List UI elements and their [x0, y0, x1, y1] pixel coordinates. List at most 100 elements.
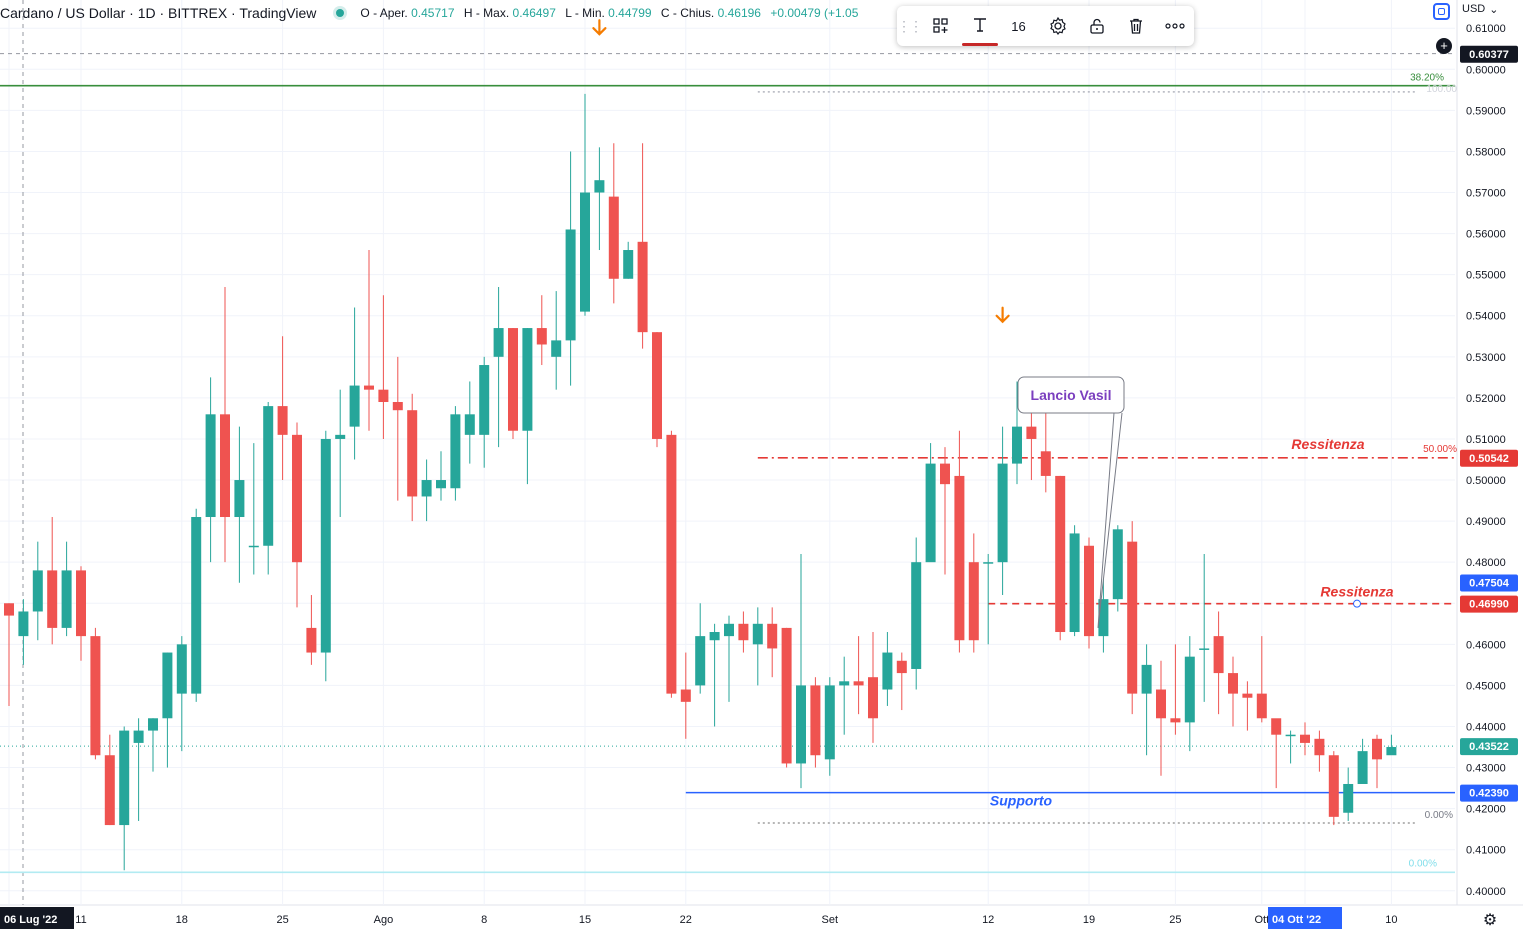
candle-body[interactable]: [695, 636, 706, 686]
gear-icon[interactable]: ⚙: [1482, 912, 1498, 929]
candle-body[interactable]: [1285, 734, 1296, 737]
candle-body[interactable]: [479, 365, 490, 435]
candle-body[interactable]: [335, 434, 346, 439]
candle-body[interactable]: [954, 475, 965, 641]
candle-body[interactable]: [1328, 755, 1339, 817]
candle-body[interactable]: [263, 406, 274, 546]
candle-body[interactable]: [781, 627, 792, 764]
candle-body[interactable]: [133, 730, 144, 743]
candle-body[interactable]: [320, 438, 331, 653]
candle-body[interactable]: [810, 685, 821, 756]
candle-body[interactable]: [868, 677, 878, 719]
candle-body[interactable]: [306, 627, 317, 653]
candle-body[interactable]: [666, 434, 677, 694]
candle-body[interactable]: [119, 730, 130, 826]
template-icon[interactable]: [921, 6, 960, 46]
candle-body[interactable]: [205, 414, 216, 518]
candle-body[interactable]: [47, 570, 58, 628]
candle-body[interactable]: [983, 562, 994, 564]
candle-body[interactable]: [1026, 426, 1037, 439]
lock-icon[interactable]: [1077, 6, 1116, 46]
candle-body[interactable]: [738, 623, 749, 641]
candle-body[interactable]: [911, 562, 922, 669]
candle-body[interactable]: [1242, 693, 1253, 698]
candle-body[interactable]: [824, 685, 835, 760]
candle-body[interactable]: [522, 328, 533, 431]
candle-body[interactable]: [407, 410, 418, 497]
candle-body[interactable]: [4, 603, 14, 616]
candle-body[interactable]: [1372, 738, 1382, 760]
grip-icon[interactable]: ⋮⋮: [897, 17, 923, 34]
candle-body[interactable]: [1012, 426, 1022, 464]
candle-body[interactable]: [1055, 475, 1066, 633]
candle-body[interactable]: [896, 660, 907, 674]
candle-body[interactable]: [1098, 599, 1109, 637]
candle-body[interactable]: [1314, 738, 1325, 756]
candle-body[interactable]: [378, 389, 389, 402]
candle-body[interactable]: [882, 652, 893, 690]
price-axis[interactable]: [1457, 0, 1523, 935]
candle-body[interactable]: [90, 636, 101, 756]
candle-body[interactable]: [1141, 664, 1152, 694]
candle-body[interactable]: [18, 611, 29, 637]
candle-body[interactable]: [1170, 718, 1181, 723]
candle-body[interactable]: [32, 570, 43, 612]
candle-body[interactable]: [76, 570, 86, 637]
candle-body[interactable]: [421, 480, 432, 497]
candle-body[interactable]: [191, 517, 202, 694]
candle-body[interactable]: [536, 328, 547, 345]
candle-body[interactable]: [724, 623, 734, 637]
candle-body[interactable]: [767, 623, 778, 649]
candle-body[interactable]: [709, 632, 720, 641]
candle-body[interactable]: [292, 434, 302, 563]
add-alert-icon[interactable]: +: [1436, 38, 1452, 54]
candle-body[interactable]: [551, 340, 562, 357]
candle-body[interactable]: [162, 652, 173, 719]
candle-body[interactable]: [234, 480, 245, 518]
candle-body[interactable]: [839, 681, 850, 686]
candle-body[interactable]: [1228, 673, 1238, 694]
candle-body[interactable]: [580, 192, 590, 312]
candle-body[interactable]: [652, 332, 662, 439]
candle-body[interactable]: [1343, 783, 1354, 813]
candle-body[interactable]: [1357, 751, 1368, 784]
candle-body[interactable]: [1256, 693, 1267, 719]
candle-body[interactable]: [925, 463, 936, 563]
candle-body[interactable]: [464, 414, 475, 435]
candle-body[interactable]: [1213, 636, 1224, 674]
candle-body[interactable]: [796, 685, 806, 764]
candle-body[interactable]: [752, 623, 763, 645]
candle-body[interactable]: [1112, 529, 1123, 600]
font-size-select[interactable]: 16: [1011, 18, 1026, 34]
candle-body[interactable]: [940, 463, 950, 485]
candle-body[interactable]: [1199, 648, 1210, 650]
candle-body[interactable]: [248, 545, 259, 548]
candle-body[interactable]: [1084, 545, 1094, 637]
candle-body[interactable]: [148, 718, 158, 731]
candle-body[interactable]: [997, 463, 1008, 563]
candle-body[interactable]: [104, 755, 115, 826]
candle-body[interactable]: [392, 401, 403, 411]
more-icon[interactable]: [1155, 6, 1194, 46]
candle-body[interactable]: [608, 196, 619, 279]
candle-body[interactable]: [1156, 689, 1166, 719]
candle-body[interactable]: [508, 328, 518, 431]
candle-body[interactable]: [594, 180, 605, 193]
currency-select[interactable]: USD ⌄: [1462, 0, 1510, 18]
candle-body[interactable]: [277, 406, 288, 435]
screenshot-mode-icon[interactable]: [1433, 3, 1450, 20]
candle-body[interactable]: [565, 229, 576, 341]
candle-body[interactable]: [1184, 656, 1195, 723]
candle-body[interactable]: [1127, 541, 1138, 694]
line-handle[interactable]: [1353, 599, 1361, 608]
candle-body[interactable]: [1069, 533, 1080, 633]
candle-body[interactable]: [436, 480, 446, 489]
candle-body[interactable]: [1300, 734, 1310, 743]
candle-body[interactable]: [493, 328, 504, 357]
candle-body[interactable]: [680, 689, 691, 702]
settings-icon[interactable]: [1038, 6, 1077, 46]
candle-body[interactable]: [1040, 451, 1051, 476]
candle-body[interactable]: [637, 241, 648, 333]
